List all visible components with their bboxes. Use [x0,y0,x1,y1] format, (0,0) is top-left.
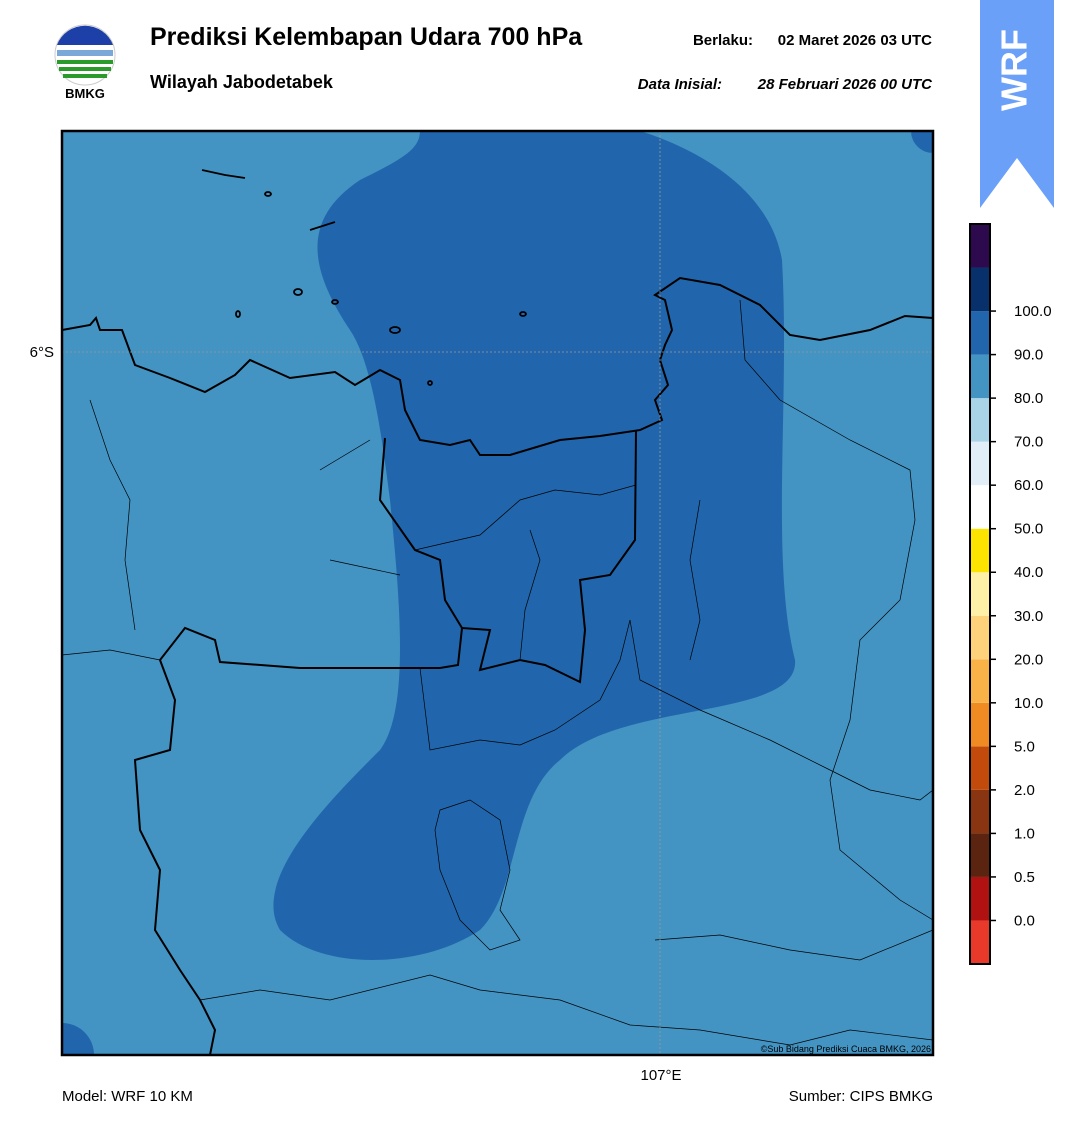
colorbar-segment [970,354,990,399]
subtitle: Wilayah Jabodetabek [150,72,334,92]
colorbar-label: 60.0 [1014,477,1043,494]
valid-label: Berlaku: [693,32,753,49]
colorbar-label: 50.0 [1014,521,1043,538]
colorbar-segment [970,789,990,834]
badge-text: WRF [994,29,1035,111]
credit: ©Sub Bidang Prediksi Cuaca BMKG, 2026 [761,1044,931,1054]
colorbar-label: 30.0 [1014,608,1043,625]
valid-value: 02 Maret 2026 03 UTC [778,32,932,49]
colorbar-segment [970,485,990,529]
lon-label: 107°E [640,1067,681,1084]
colorbar-segment [970,224,990,268]
lat-label: 6°S [30,344,54,361]
init-label: Data Inisial: [638,76,722,93]
colorbar-label: 0.0 [1014,912,1035,929]
init-value: 28 Februari 2026 00 UTC [757,76,933,93]
colorbar-label: 80.0 [1014,390,1043,407]
colorbar-label: 70.0 [1014,434,1043,451]
colorbar: 0.0 0.5 1.0 2.0 5.0 10.0 20.0 30.0 40.0 50.0 60.0 7… [969,223,1052,965]
map [62,131,933,1055]
colorbar-label: 10.0 [1014,695,1043,712]
colorbar-segment [970,876,990,921]
logo: BMKG [54,24,116,101]
colorbar-label: 90.0 [1014,347,1043,364]
colorbar-label: 5.0 [1014,738,1035,755]
colorbar-label: 20.0 [1014,651,1043,668]
colorbar-label: 40.0 [1014,564,1043,581]
colorbar-segment [970,659,990,703]
colorbar-segment [970,267,990,312]
colorbar-segment [970,615,990,660]
badge [980,0,1054,208]
logo-text: BMKG [65,86,105,101]
footer-model: Model: WRF 10 KM [62,1088,193,1105]
colorbar-segment [970,528,990,573]
colorbar-segment [970,398,990,442]
colorbar-label: 0.5 [1014,869,1035,886]
colorbar-segment [970,746,990,790]
colorbar-label: 2.0 [1014,782,1035,799]
colorbar-segment [970,833,990,877]
colorbar-segment [970,702,990,747]
colorbar-segment [970,441,990,486]
colorbar-segment [970,920,990,964]
colorbar-label: 100.0 [1014,303,1052,320]
colorbar-segment [970,311,990,355]
colorbar-label: 1.0 [1014,825,1035,842]
map-frame [60,129,935,1057]
title: Prediksi Kelembapan Udara 700 hPa [150,23,583,51]
footer-source: Sumber: CIPS BMKG [789,1088,933,1105]
colorbar-frame [969,223,991,965]
colorbar-segment [970,572,990,616]
